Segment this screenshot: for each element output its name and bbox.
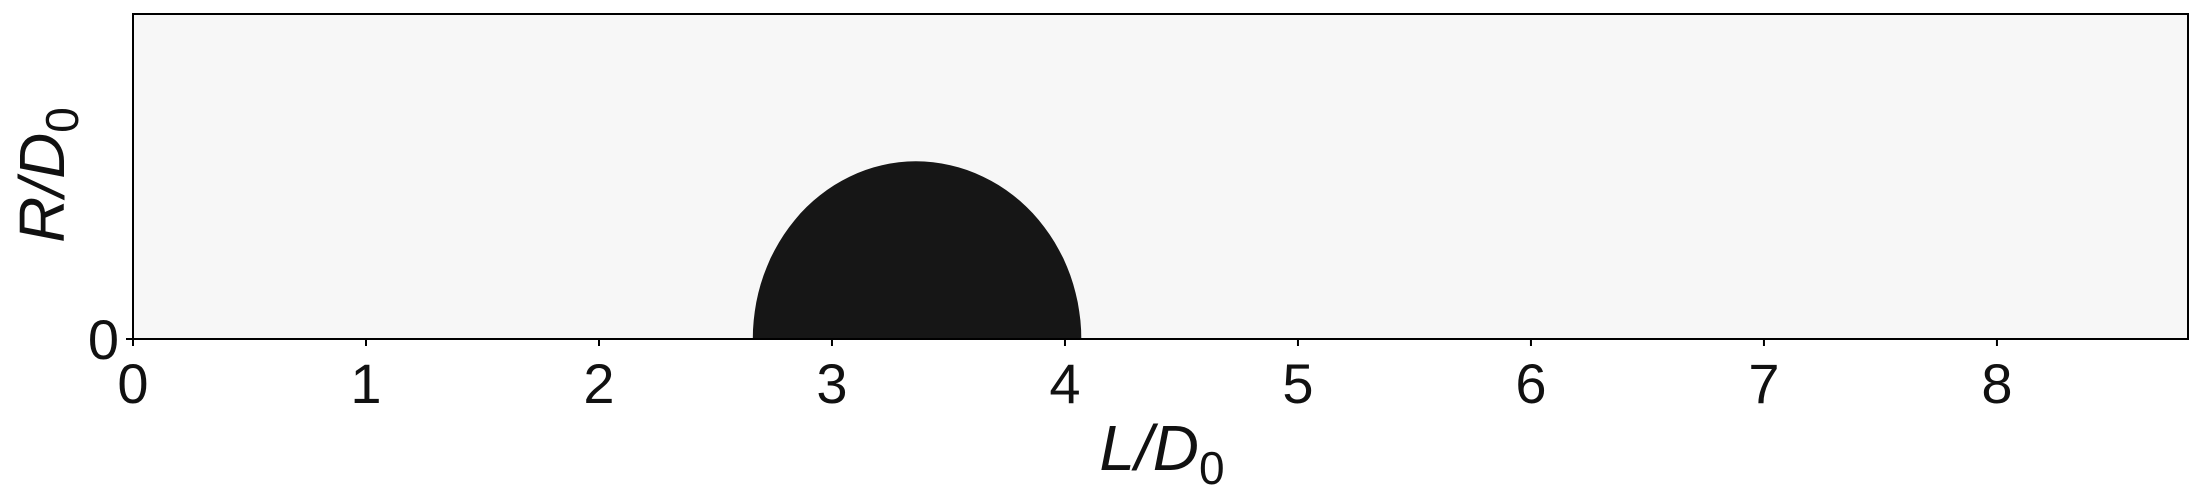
y-axis-label-sub: 0 [36,107,88,133]
x-tick-label: 8 [1981,352,2012,415]
y-axis-ticks: 0 [88,308,133,371]
y-axis-label-main: R/D [6,133,78,243]
y-tick-label: 0 [88,308,119,371]
x-tick-label: 0 [117,352,148,415]
plot-background [133,14,2188,339]
plot-frame [132,13,2189,340]
x-tick-label: 7 [1748,352,1779,415]
x-axis-label-sub: 0 [1199,442,1225,494]
x-axis-label-main: L/D [1099,412,1199,484]
x-axis-label: L/D0 [1099,412,1224,494]
x-tick-label: 1 [350,352,381,415]
x-tick-label: 3 [816,352,847,415]
x-tick-label: 6 [1515,352,1546,415]
x-tick-label: 4 [1049,352,1080,415]
x-axis-ticks: 0 1 2 3 4 5 6 7 8 [117,339,2013,415]
x-tick-label: 5 [1282,352,1313,415]
dark-region [752,161,1082,339]
y-axis-label: R/D0 [6,107,88,243]
x-tick-label: 2 [583,352,614,415]
